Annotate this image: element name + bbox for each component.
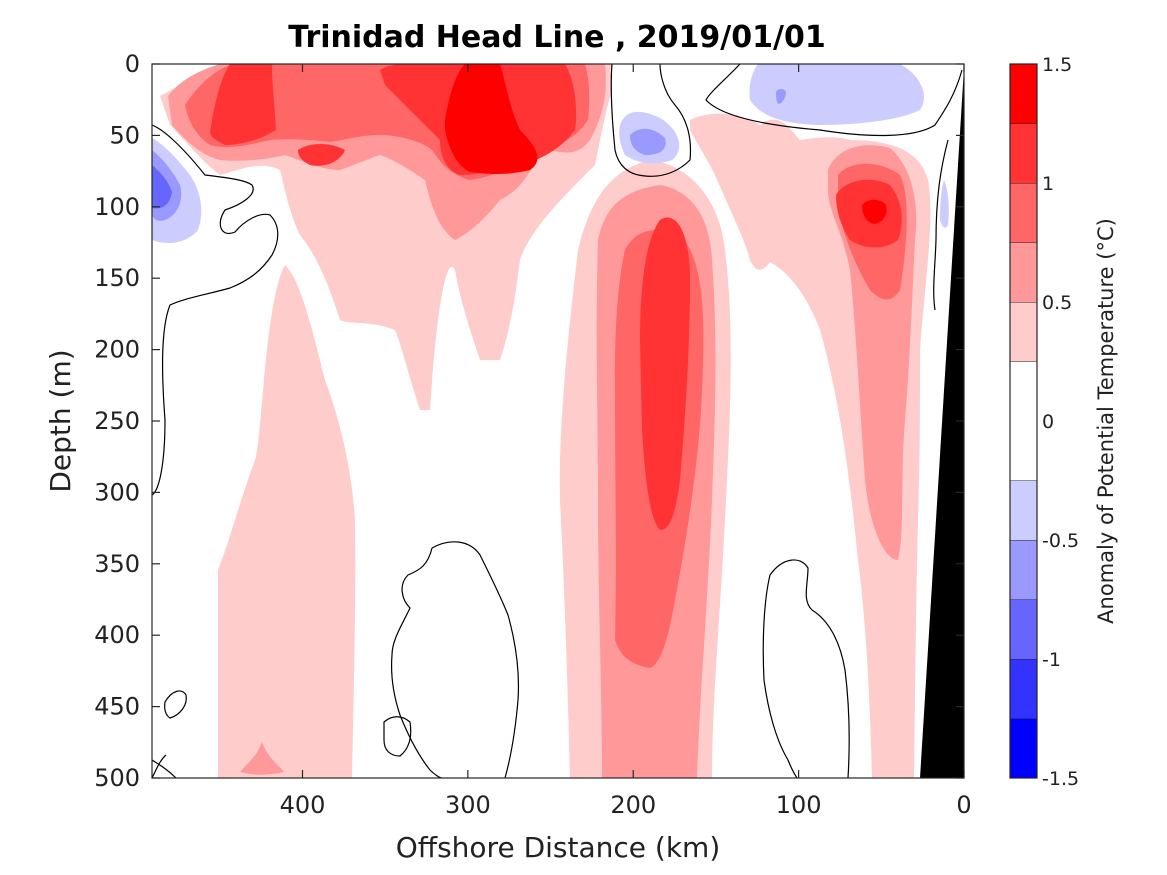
colorbar-swatch	[1010, 540, 1037, 600]
colorbar-swatch	[1010, 599, 1037, 659]
bathymetry	[920, 68, 964, 778]
colorbar-tick-label: -1	[1042, 649, 1061, 671]
anomaly-level-1-25	[445, 64, 887, 224]
colorbar-ticks: 1.5 1 0.5 0 -0.5 -1 -1.5	[1042, 54, 1079, 790]
y-axis-label: Depth (m)	[44, 349, 77, 492]
colorbar-tick-label: 1.5	[1042, 54, 1072, 76]
colorbar-swatch	[1010, 659, 1037, 719]
colorbar-box	[1009, 63, 1038, 779]
colorbar-swatch	[1010, 718, 1037, 778]
core2-max	[862, 199, 887, 224]
x-tick-label: 300	[445, 791, 491, 819]
colorbar-tick-label: 1	[1042, 173, 1054, 195]
zero-contour-deep-6a	[769, 559, 850, 778]
zero-contour-nearshore-surface	[705, 64, 963, 137]
cold-shelf-edge	[940, 180, 949, 228]
deep-warm-column-offshore	[218, 265, 356, 778]
colorbar-swatch	[1010, 123, 1037, 183]
surface-max	[445, 64, 538, 175]
zero-contour-deep-1b	[390, 547, 443, 778]
y-tick-label: 100	[94, 193, 140, 221]
cold-mid-core	[630, 128, 666, 155]
small-warm-patch	[298, 144, 345, 166]
colorbar-swatch	[1010, 480, 1037, 540]
y-tick-label: 250	[94, 407, 140, 435]
zero-contour-deep-2	[383, 716, 412, 757]
y-tick-label: 450	[94, 693, 140, 721]
zero-contour-shelf	[933, 139, 949, 311]
colorbar-swatch	[1010, 242, 1037, 302]
y-tick-label: 500	[94, 764, 140, 792]
x-tick-label: 0	[956, 791, 971, 819]
deep-warm-spot	[240, 742, 284, 775]
colorbar-swatch	[1010, 183, 1037, 243]
core1-level-1-0	[640, 217, 690, 530]
chart-title: Trinidad Head Line , 2019/01/01	[288, 20, 825, 55]
y-tick-label: 0	[125, 50, 140, 78]
colorbar-swatch	[1010, 64, 1037, 124]
y-tick-label: 200	[94, 336, 140, 364]
x-tick-label: 200	[610, 791, 656, 819]
colorbar-swatch	[1010, 361, 1037, 481]
zero-contour-offshore	[152, 124, 279, 496]
colorbar-tick-label: 0.5	[1042, 292, 1072, 314]
y-tick-label: 400	[94, 621, 140, 649]
cold-surface-spot	[776, 89, 786, 104]
y-axis-ticks: 0 50 100 150 200 250 300 350 400 450 500	[94, 50, 964, 792]
x-axis-ticks: 400 300 200 100 0	[280, 64, 972, 819]
cold-offshore-core	[152, 165, 172, 209]
y-tick-label: 300	[94, 478, 140, 506]
colorbar-tick-label: -0.5	[1042, 530, 1079, 552]
colorbar-swatch	[1010, 302, 1037, 362]
y-tick-label: 350	[94, 550, 140, 578]
y-tick-label: 50	[109, 121, 140, 149]
zero-contour-deep-5	[152, 754, 167, 778]
zero-contour-deep-3	[164, 690, 187, 719]
y-tick-label: 150	[94, 264, 140, 292]
colorbar-tick-label: -1.5	[1042, 768, 1079, 790]
surface-core-offshore	[210, 64, 276, 145]
zero-contours	[152, 64, 963, 778]
plot-area	[152, 64, 964, 778]
colorbar	[1009, 63, 1038, 779]
colorbar-label: Anomaly of Potential Temperature (°C)	[1094, 218, 1118, 624]
x-tick-label: 100	[776, 791, 822, 819]
cold-surface-nearshore	[749, 64, 924, 125]
zero-contour-deep-6b	[762, 574, 798, 778]
zero-contour-deep-4	[152, 759, 177, 778]
zero-contour-mid	[610, 64, 692, 177]
cold-anomalies	[152, 64, 949, 243]
x-axis-label: Offshore Distance (km)	[396, 831, 721, 864]
x-tick-label: 400	[280, 791, 326, 819]
colorbar-tick-label: 0	[1042, 411, 1054, 433]
zero-contour-deep-1a	[431, 541, 519, 778]
